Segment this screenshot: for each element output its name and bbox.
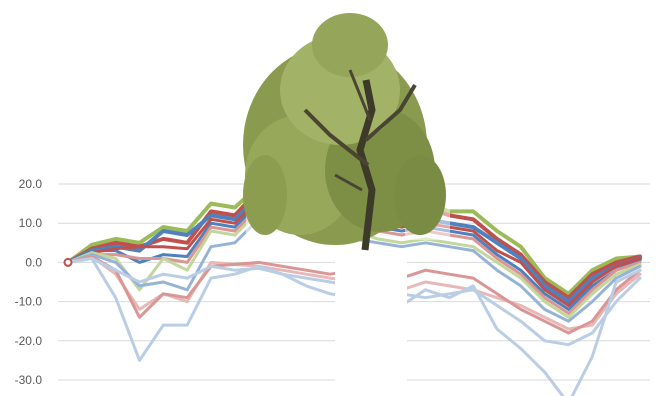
origin-marker [63,257,73,267]
y-tick-label: -30.0 [15,373,43,387]
y-tick-label: 0.0 [25,255,42,269]
y-tick-label: -20.0 [15,334,43,348]
y-tick-label: -10.0 [15,295,43,309]
willow-tree-illustration [243,13,450,251]
blank-gap [335,250,407,396]
y-axis-ticks: 20.0 10.0 0.0 -10.0 -20.0 -30.0 [15,177,43,387]
y-tick-label: 20.0 [19,177,43,191]
y-tick-label: 10.0 [19,216,43,230]
